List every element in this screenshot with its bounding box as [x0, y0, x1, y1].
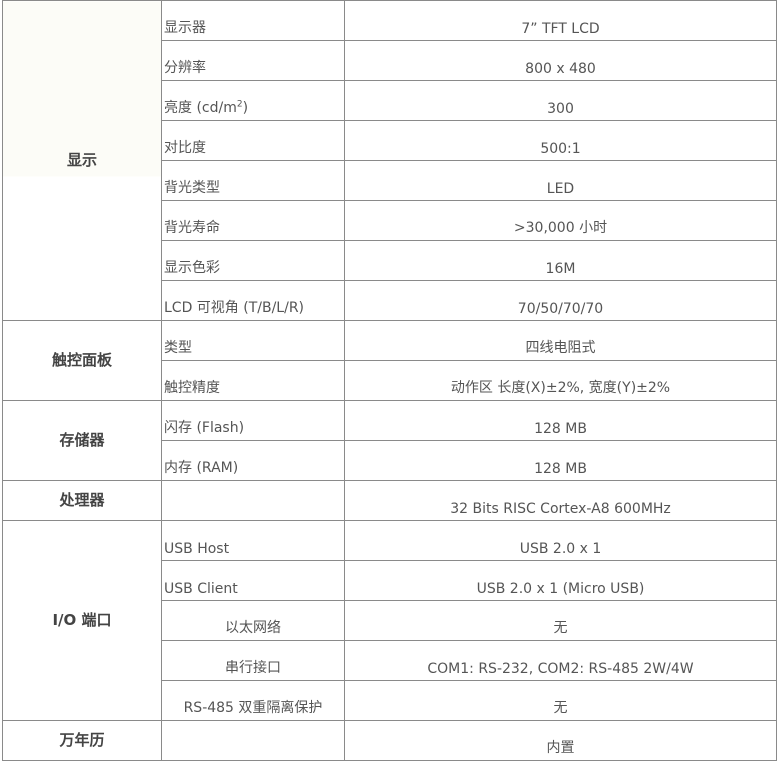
spec-label-text: 显示器 [164, 20, 206, 36]
spec-value: 128 MB [344, 400, 777, 441]
spec-label: 内存 (RAM) [161, 440, 345, 481]
spec-label-text: 对比度 [164, 140, 206, 156]
spec-label: 分辨率 [161, 40, 345, 81]
table-row: 存储器 闪存 (Flash) 128 MB [2, 400, 777, 481]
spec-value: 四线电阻式 [344, 320, 777, 361]
table-row: 分辨率 800 x 480 [3, 40, 777, 81]
spec-value: >30,000 小时 [344, 200, 777, 241]
spec-label-text: 背光寿命 [164, 220, 220, 236]
spec-value: 300 [344, 80, 777, 121]
spec-label-text: 分辨率 [164, 60, 206, 76]
table-row: 处理器 32 Bits RISC Cortex-A8 600MHz [2, 480, 777, 521]
spec-label: 背光类型 [161, 160, 345, 201]
table-row: 内存 (RAM) 128 MB [3, 440, 777, 481]
table-row: I/O 端口 USB Host USB 2.0 x 1 [2, 520, 777, 721]
table-row: 串行接口 COM1: RS-232, COM2: RS-485 2W/4W [3, 640, 777, 681]
table-row: 触控精度 动作区 长度(X)±2%, 宽度(Y)±2% [3, 360, 777, 401]
spec-label: 触控精度 [161, 360, 345, 401]
spec-label: USB Client [161, 560, 345, 601]
table-row: 显示 显示器 7” TFT LCD [2, 0, 777, 321]
spec-label-text: USB Client [164, 581, 238, 597]
spec-label-text: 显示色彩 [164, 260, 220, 276]
category-cell: 触控面板 [2, 320, 162, 401]
spec-label-text: 亮度 (cd/m [164, 100, 237, 116]
spec-value: LED [344, 160, 777, 201]
table-row: USB Client USB 2.0 x 1 (Micro USB) [3, 560, 777, 601]
spec-label-text: 类型 [164, 340, 192, 356]
spec-value: 7” TFT LCD [344, 0, 777, 41]
table-row: 触控面板 类型 四线电阻式 [2, 320, 777, 401]
category-cell: 存储器 [2, 400, 162, 481]
spec-label-text: 内存 (RAM) [164, 460, 239, 476]
spec-value: USB 2.0 x 1 [344, 520, 777, 561]
spec-label-text: USB Host [164, 541, 230, 557]
label-tail: ) [242, 100, 249, 116]
spec-label: 显示器 [161, 0, 345, 41]
spec-value: 128 MB [344, 440, 777, 481]
category-cell: 万年历 [2, 720, 162, 761]
table-row: 背光寿命 >30,000 小时 [3, 200, 777, 241]
spec-value: 500:1 [344, 120, 777, 161]
spec-value: 无 [344, 680, 777, 721]
superscript: 2 [236, 99, 243, 110]
spec-value: 无 [344, 600, 777, 641]
spec-value: 800 x 480 [344, 40, 777, 81]
spec-label [161, 720, 345, 761]
spec-value: 32 Bits RISC Cortex-A8 600MHz [344, 480, 777, 521]
table-row: RS-485 双重隔离保护 无 [3, 680, 777, 721]
category-cell: 显示 [2, 0, 162, 321]
category-cell: I/O 端口 [2, 520, 162, 721]
spec-label-text: 以太网络 [225, 620, 281, 636]
table-row: 亮度 (cd/m2) 300 [3, 80, 777, 121]
spec-value: COM1: RS-232, COM2: RS-485 2W/4W [344, 640, 777, 681]
category-cell: 处理器 [2, 480, 162, 521]
spec-label: USB Host [161, 520, 345, 561]
table-row: 显示色彩 16M [3, 240, 777, 281]
spec-value: 动作区 长度(X)±2%, 宽度(Y)±2% [344, 360, 777, 401]
spec-label-text: 触控精度 [164, 380, 220, 396]
spec-label: RS-485 双重隔离保护 [161, 680, 345, 721]
spec-label: 以太网络 [161, 600, 345, 641]
spec-value: 70/50/70/70 [344, 280, 777, 321]
table-row: LCD 可视角 (T/B/L/R) 70/50/70/70 [3, 280, 777, 321]
spec-label-text: 闪存 (Flash) [164, 420, 245, 436]
spec-label: 背光寿命 [161, 200, 345, 241]
spec-label: 串行接口 [161, 640, 345, 681]
spec-label: LCD 可视角 (T/B/L/R) [161, 280, 345, 321]
spec-value: 16M [344, 240, 777, 281]
spec-label: 对比度 [161, 120, 345, 161]
table-row: 万年历 内置 [2, 720, 777, 761]
spec-label-text: RS-485 双重隔离保护 [183, 700, 323, 716]
spec-label: 显示色彩 [161, 240, 345, 281]
table-row: 以太网络 无 [3, 600, 777, 641]
spec-label [161, 480, 345, 521]
spec-value: USB 2.0 x 1 (Micro USB) [344, 560, 777, 601]
spec-label-text: 串行接口 [225, 660, 281, 676]
spec-label-text: LCD 可视角 (T/B/L/R) [164, 300, 305, 316]
spec-label-text: 背光类型 [164, 180, 220, 196]
spec-label: 闪存 (Flash) [161, 400, 345, 441]
spec-value: 内置 [344, 720, 777, 761]
spec-label: 类型 [161, 320, 345, 361]
table-row: 背光类型 LED [3, 160, 777, 201]
table-row: 对比度 500:1 [3, 120, 777, 161]
spec-label: 亮度 (cd/m2) [161, 80, 345, 121]
